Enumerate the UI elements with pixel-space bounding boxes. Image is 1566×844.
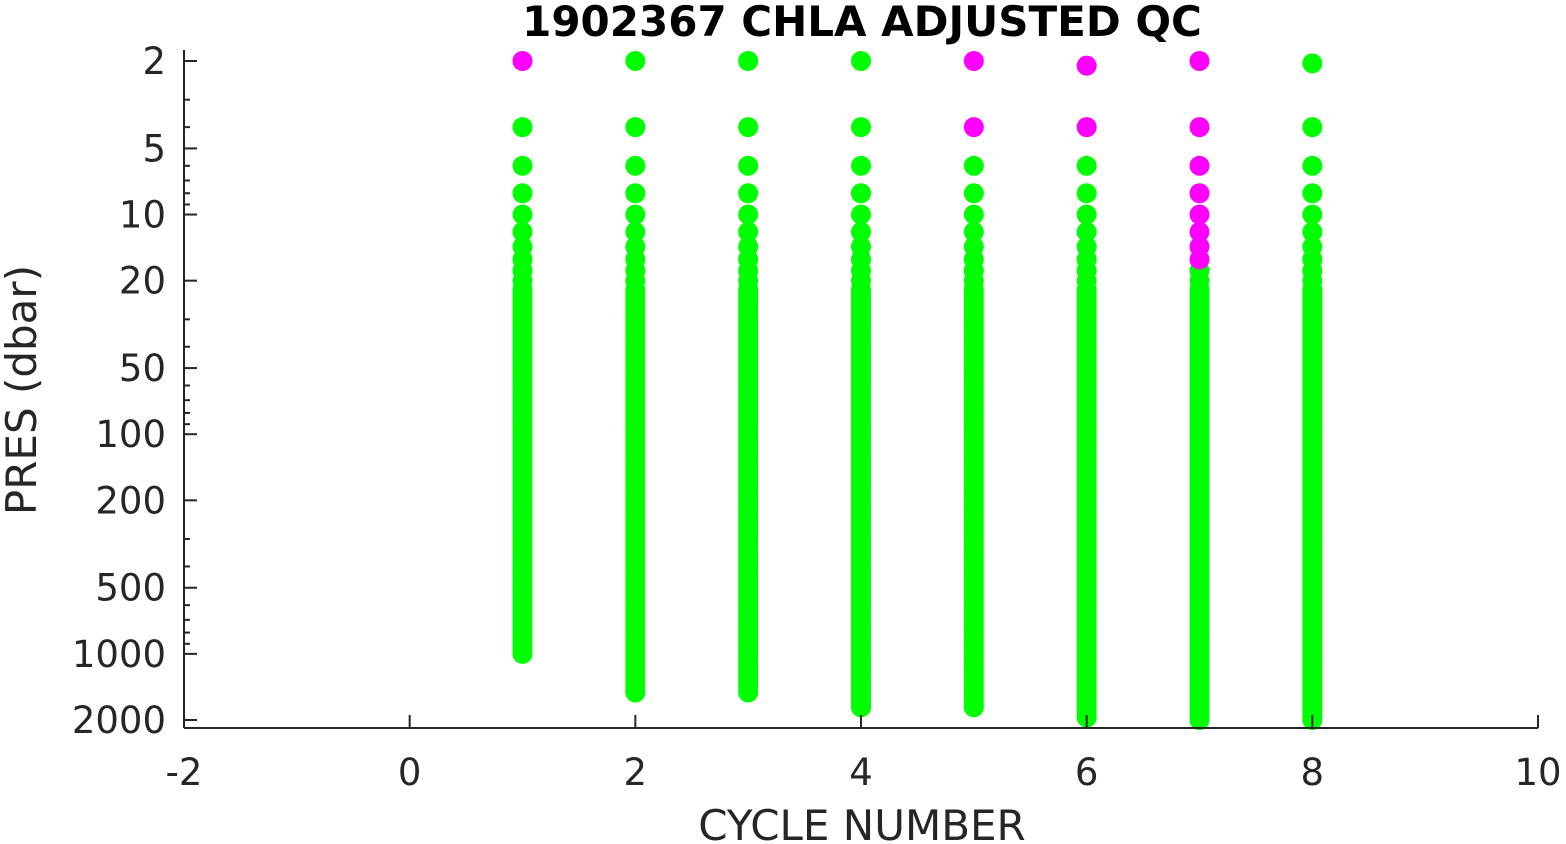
x-tick-label: -2 — [166, 751, 203, 794]
data-point — [1076, 155, 1097, 176]
y-ticks: 2 5 10 20 50 100 200 500 1000 2000 — [72, 40, 197, 742]
data-point — [738, 117, 759, 138]
data-point — [1302, 204, 1323, 225]
y-axis-label: PRES (dbar) — [0, 265, 46, 515]
data-point-flagged — [1189, 183, 1210, 204]
data-point — [963, 697, 984, 718]
profile-cycle-4 — [851, 51, 871, 718]
y-tick-label: 1000 — [72, 633, 166, 676]
data-point — [1302, 117, 1323, 138]
x-tick-label: 8 — [1301, 751, 1325, 794]
profile-cycle-7 — [1189, 51, 1210, 730]
data-point-flagged — [512, 51, 533, 71]
data-point — [963, 183, 984, 204]
data-point — [1302, 53, 1323, 74]
data-point-flagged — [963, 51, 984, 71]
profile-cycle-5 — [963, 51, 984, 718]
data-point-flagged — [1189, 155, 1210, 176]
data-point — [625, 183, 646, 204]
y-tick-label: 2 — [142, 40, 166, 83]
data-point — [738, 204, 759, 225]
data-point — [512, 643, 533, 664]
profile-cycle-8 — [1302, 53, 1323, 730]
data-point — [851, 51, 871, 71]
data-point-flagged — [1189, 204, 1210, 225]
data-point — [512, 117, 533, 138]
data-point — [625, 51, 646, 71]
data-point — [738, 183, 759, 204]
x-ticks: -2 0 2 4 6 8 10 — [166, 715, 1562, 794]
data-point — [1076, 221, 1097, 242]
plot-points — [512, 51, 1323, 730]
data-point — [1302, 183, 1323, 204]
data-point — [851, 204, 871, 225]
y-tick-label: 100 — [95, 413, 166, 456]
data-point — [512, 204, 533, 225]
data-point — [963, 204, 984, 225]
data-point — [738, 155, 759, 176]
data-point-flagged — [1189, 117, 1210, 138]
y-tick-label: 200 — [95, 479, 166, 522]
data-point — [1076, 183, 1097, 204]
data-point — [851, 183, 871, 204]
data-point-flagged — [1189, 249, 1210, 270]
x-axis-label: CYCLE NUMBER — [698, 801, 1026, 844]
x-tick-label: 2 — [624, 751, 648, 794]
data-point — [625, 221, 646, 242]
profile-cycle-2 — [625, 51, 646, 703]
data-point — [625, 117, 646, 138]
y-tick-label: 10 — [119, 194, 166, 237]
data-point — [851, 221, 871, 242]
y-tick-label: 5 — [142, 127, 166, 170]
data-point — [738, 51, 759, 71]
data-point — [512, 221, 533, 242]
data-point — [1076, 204, 1097, 225]
data-point-flagged — [1076, 55, 1097, 76]
data-point — [963, 221, 984, 242]
x-tick-label: 10 — [1514, 751, 1561, 794]
y-tick-label: 500 — [95, 567, 166, 610]
data-point — [851, 697, 871, 718]
data-point-flagged — [963, 117, 984, 138]
profile-cycle-1 — [512, 51, 533, 664]
data-point — [1189, 710, 1210, 730]
data-point — [851, 155, 871, 176]
data-point — [963, 155, 984, 176]
data-point — [625, 155, 646, 176]
chart-title: 1902367 CHLA ADJUSTED QC — [522, 0, 1202, 46]
y-tick-label: 20 — [119, 260, 166, 303]
data-point-flagged — [1076, 117, 1097, 138]
data-point — [625, 682, 646, 703]
data-point — [625, 204, 646, 225]
data-point — [512, 183, 533, 204]
data-point — [738, 221, 759, 242]
data-point-flagged — [1189, 51, 1210, 71]
data-point-flagged — [1189, 221, 1210, 242]
y-tick-label: 2000 — [72, 699, 166, 742]
profile-cycle-6 — [1076, 55, 1097, 728]
x-tick-label: 4 — [849, 751, 873, 794]
x-tick-label: 6 — [1075, 751, 1099, 794]
data-point — [1302, 221, 1323, 242]
data-point — [512, 155, 533, 176]
data-point — [851, 117, 871, 138]
data-point — [1302, 155, 1323, 176]
data-point — [738, 682, 759, 703]
profile-cycle-3 — [738, 51, 759, 703]
x-tick-label: 0 — [398, 751, 422, 794]
y-tick-label: 50 — [119, 347, 166, 390]
